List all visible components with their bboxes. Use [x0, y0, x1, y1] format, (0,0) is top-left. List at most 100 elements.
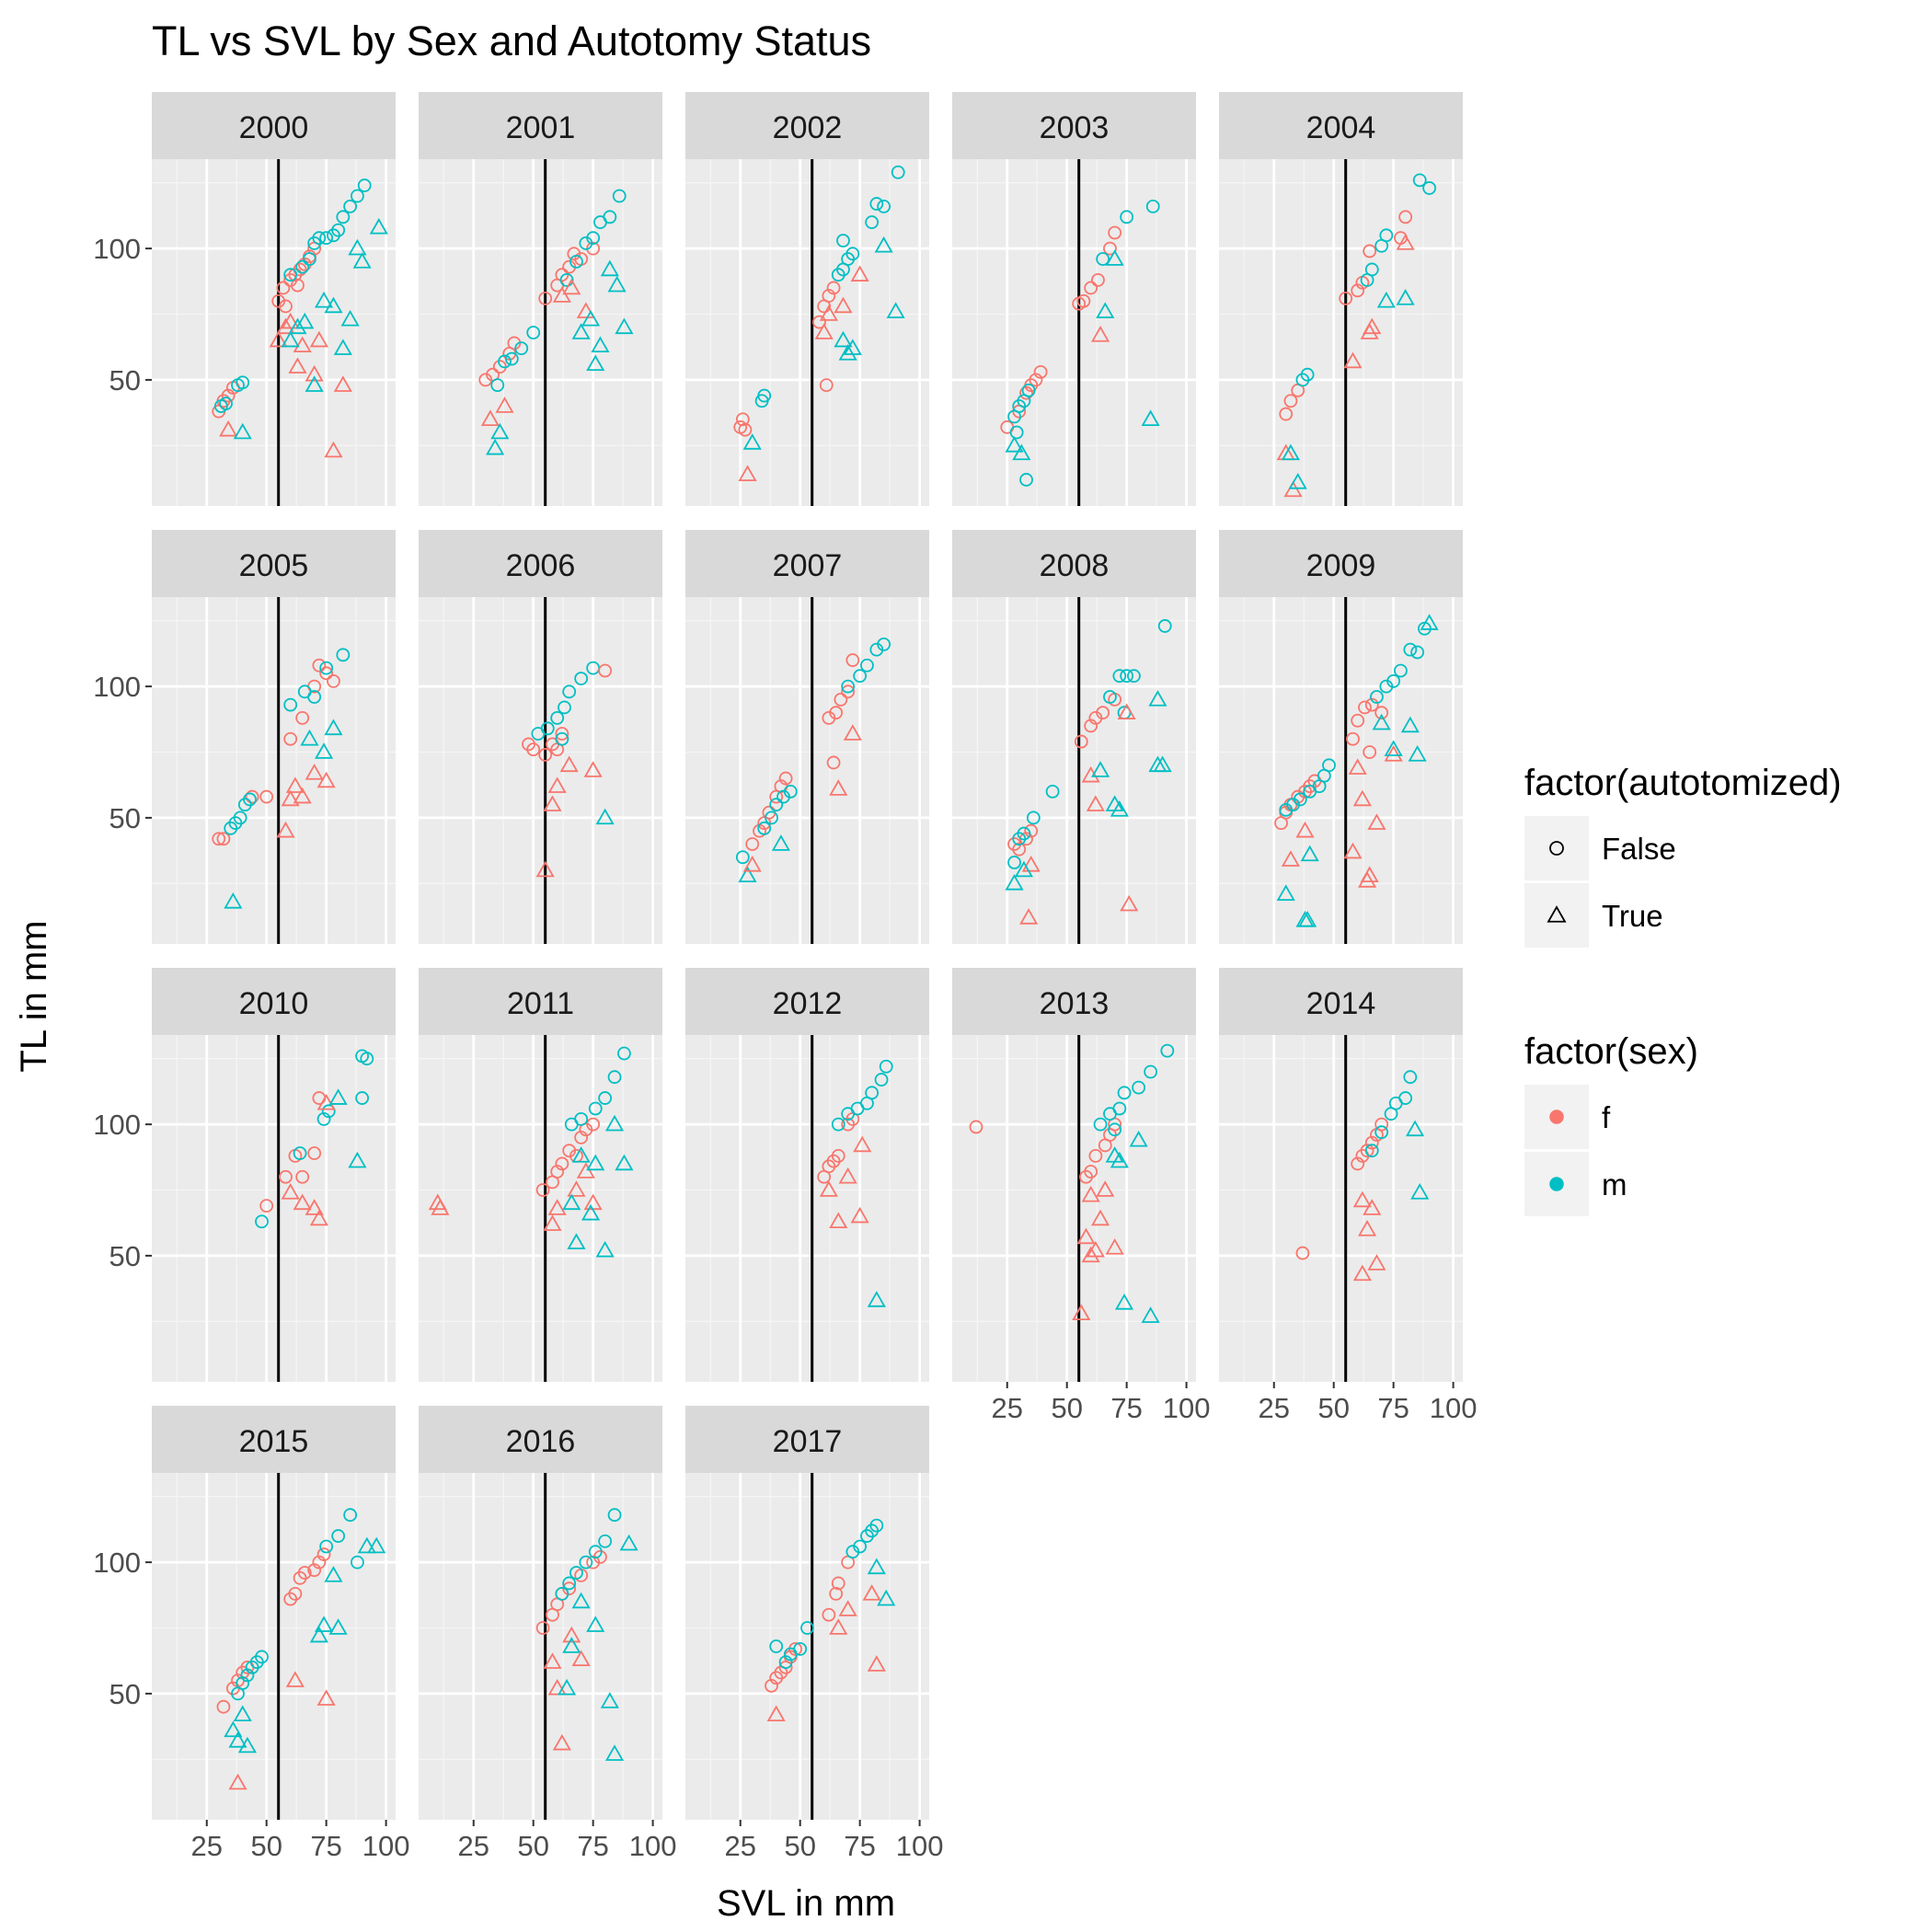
facet-strip: [152, 92, 396, 159]
data-point-triangle: [834, 296, 853, 314]
data-point-circle: [877, 638, 891, 651]
data-point-triangle: [495, 397, 514, 413]
data-point-circle: [1091, 272, 1105, 287]
data-point-circle: [303, 252, 316, 266]
data-point-circle: [498, 354, 512, 369]
data-point-triangle: [619, 1534, 638, 1551]
data-point-circle: [295, 259, 310, 274]
facet-panel-2004: 2004: [1219, 92, 1463, 506]
facet-strip-label: 2000: [239, 110, 309, 145]
facet-strip-label: 2001: [506, 110, 576, 145]
data-point-triangle: [742, 433, 762, 450]
data-point-triangle: [1367, 813, 1386, 830]
data-point-triangle: [1129, 1130, 1148, 1147]
data-point-triangle: [305, 1199, 324, 1215]
facet-strip: [952, 530, 1196, 597]
data-point-triangle: [281, 330, 300, 348]
data-point-circle: [540, 721, 555, 736]
data-point-triangle: [567, 1233, 586, 1249]
data-point-triangle: [543, 1214, 562, 1231]
data-point-triangle: [583, 761, 603, 777]
data-point-triangle: [1348, 758, 1367, 775]
data-point-circle: [236, 1676, 250, 1690]
data-point-circle: [829, 1586, 844, 1601]
data-point-circle: [738, 422, 753, 437]
data-point-circle: [1412, 173, 1427, 188]
data-point-triangle: [1081, 1185, 1100, 1202]
data-point-triangle: [547, 1199, 567, 1215]
data-point-circle: [276, 281, 291, 295]
facet-panel-2007: 2007: [685, 530, 929, 944]
legend-label-true: True: [1602, 899, 1663, 933]
data-point-triangle: [324, 1566, 343, 1582]
data-point-triangle: [233, 422, 252, 440]
data-point-circle: [853, 1539, 868, 1554]
data-point-triangle: [562, 1193, 581, 1211]
data-point-triangle: [543, 1652, 562, 1669]
facet-panel-2017: 2017 25 50 75 100: [685, 1406, 943, 1862]
data-point-triangle: [288, 357, 307, 374]
panel-background: [952, 159, 1196, 506]
data-point-circle: [765, 811, 778, 825]
data-point-circle: [283, 268, 298, 282]
data-point-circle: [307, 1146, 322, 1160]
facet-strip: [952, 92, 1196, 159]
panel-background: [685, 1035, 929, 1382]
data-point-circle: [1339, 291, 1353, 305]
data-point-triangle: [1343, 351, 1363, 369]
data-point-triangle: [552, 286, 571, 303]
data-point-circle: [877, 200, 891, 213]
data-point-triangle: [305, 764, 324, 780]
data-point-triangle: [586, 354, 605, 372]
data-point-triangle: [281, 1183, 300, 1200]
data-point-triangle: [1153, 755, 1172, 773]
legend-triangle-icon: [1547, 905, 1567, 923]
data-point-circle: [295, 710, 310, 725]
data-point-circle: [841, 679, 856, 694]
data-point-circle: [219, 397, 233, 411]
y-tick-label: 50: [109, 1678, 141, 1710]
chart-title: TL vs SVL by Sex and Autotomy Status: [152, 17, 871, 64]
data-point-triangle: [1300, 845, 1319, 862]
data-point-triangle: [867, 1558, 886, 1575]
data-point-circle: [869, 197, 884, 211]
data-point-triangle: [357, 1536, 376, 1554]
facet-strip: [1219, 92, 1463, 159]
data-point-circle: [1351, 1156, 1365, 1171]
data-point-circle: [336, 210, 351, 224]
data-point-triangle: [600, 1692, 619, 1708]
y-axis-label: TL in mm: [14, 920, 54, 1072]
data-point-triangle: [535, 860, 555, 878]
data-point-circle: [526, 742, 541, 757]
data-point-circle: [1117, 1086, 1132, 1100]
legend-circle-icon: [1549, 841, 1564, 856]
x-tick-label: 100: [1163, 1392, 1211, 1424]
data-point-circle: [514, 341, 529, 356]
data-point-triangle: [576, 302, 595, 318]
data-point-triangle: [1096, 1180, 1115, 1197]
data-point-triangle: [1420, 614, 1439, 630]
data-point-triangle: [305, 375, 324, 392]
data-point-triangle: [1086, 1240, 1105, 1258]
data-point-circle: [233, 811, 247, 825]
data-point-triangle: [1091, 1209, 1110, 1226]
panel-background: [419, 597, 662, 944]
data-point-circle: [535, 1621, 550, 1635]
data-point-circle: [1074, 734, 1088, 749]
data-point-triangle: [1396, 234, 1415, 250]
data-point-triangle: [586, 1154, 605, 1171]
x-tick-label: 50: [784, 1830, 815, 1862]
data-point-triangle: [1012, 443, 1031, 461]
data-point-triangle: [269, 330, 288, 348]
data-point-circle: [1398, 210, 1413, 224]
data-point-circle: [1374, 1117, 1389, 1132]
data-point-triangle: [738, 465, 757, 482]
data-point-triangle: [1283, 480, 1303, 498]
data-point-triangle: [834, 330, 853, 348]
data-point-circle: [1363, 244, 1377, 259]
data-point-circle: [321, 1104, 336, 1119]
data-point-triangle: [309, 1626, 328, 1643]
data-point-triangle: [315, 1616, 334, 1632]
y-tick-label: 50: [109, 364, 141, 397]
